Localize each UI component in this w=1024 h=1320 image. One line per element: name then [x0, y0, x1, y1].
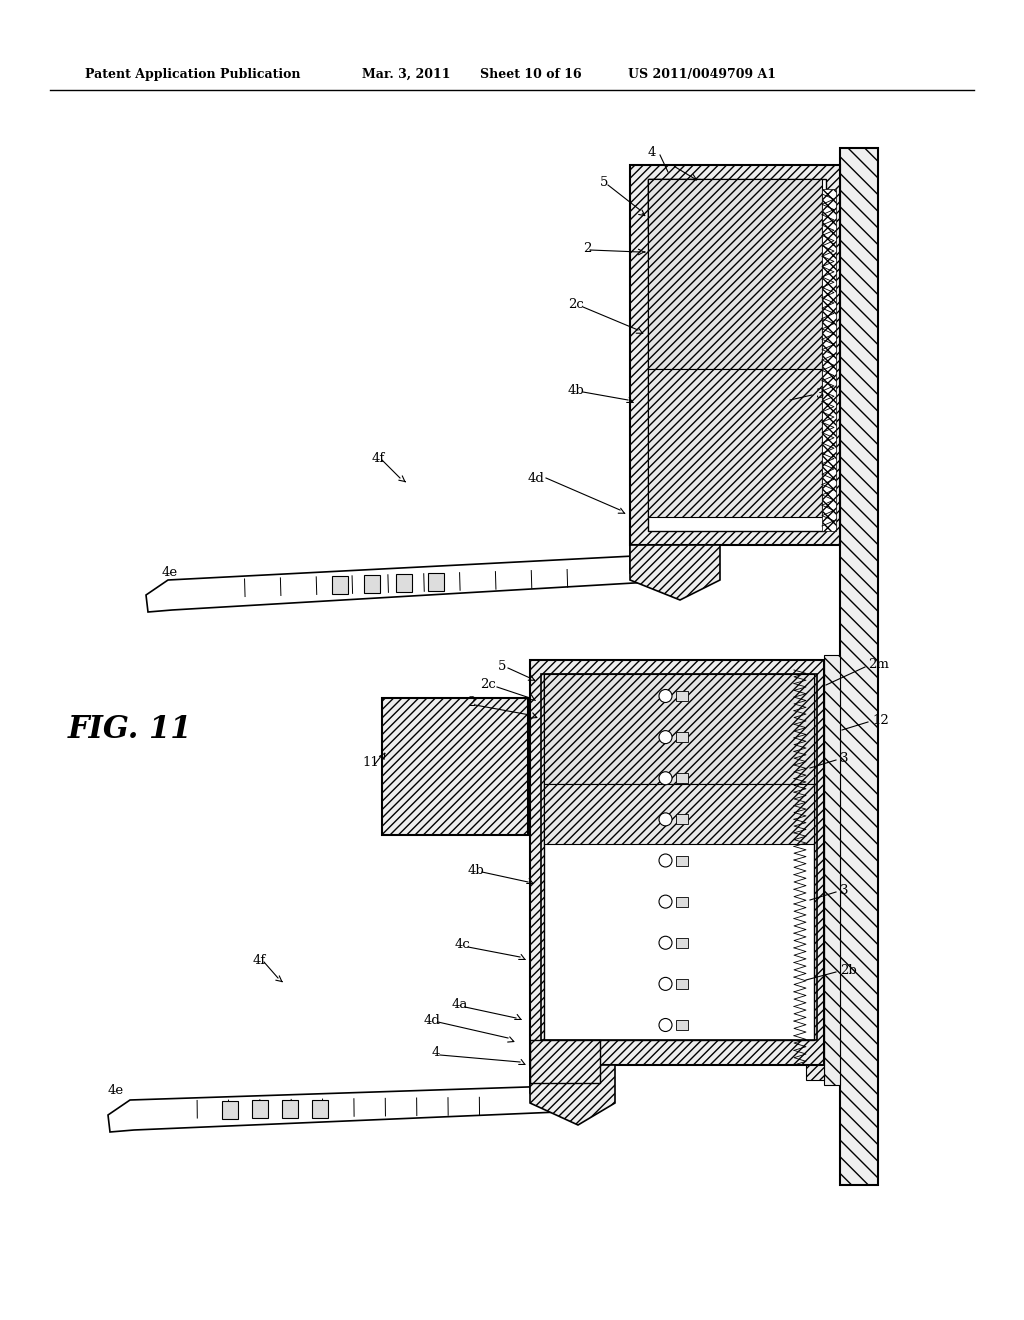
Text: 4f: 4f	[372, 451, 385, 465]
Bar	[530, 660, 824, 1065]
Text: 4d: 4d	[528, 471, 545, 484]
Text: 2c: 2c	[568, 298, 584, 312]
Text: Mar. 3, 2011: Mar. 3, 2011	[362, 69, 451, 81]
Bar	[382, 698, 528, 836]
Polygon shape	[146, 545, 692, 612]
Text: 2c: 2c	[480, 678, 496, 692]
Bar	[541, 675, 817, 1040]
Bar	[222, 1101, 238, 1119]
Bar	[544, 675, 592, 715]
Bar	[252, 1101, 268, 1118]
Text: 4c: 4c	[455, 939, 471, 952]
Text: 4f: 4f	[253, 953, 266, 966]
Bar	[648, 370, 822, 517]
Text: Sheet 10 of 16: Sheet 10 of 16	[480, 69, 582, 81]
Bar	[544, 784, 814, 843]
Bar	[544, 675, 814, 784]
Circle shape	[659, 895, 672, 908]
Text: 4e: 4e	[162, 565, 178, 578]
Bar	[282, 1100, 298, 1118]
Text: 4b: 4b	[468, 863, 484, 876]
Bar	[840, 148, 878, 1185]
Bar	[676, 733, 687, 742]
Bar	[676, 774, 687, 783]
Bar	[648, 180, 826, 531]
Text: 4d: 4d	[424, 1014, 441, 1027]
Text: 2b: 2b	[840, 964, 857, 977]
Bar	[676, 855, 687, 866]
Polygon shape	[108, 1065, 588, 1133]
Circle shape	[659, 1019, 672, 1031]
Text: 2: 2	[583, 242, 592, 255]
Text: 4e: 4e	[108, 1084, 124, 1097]
Text: Patent Application Publication: Patent Application Publication	[85, 69, 300, 81]
Bar	[530, 1040, 600, 1082]
Text: 4: 4	[648, 145, 656, 158]
Circle shape	[659, 854, 672, 867]
Bar	[806, 660, 824, 1080]
Bar	[630, 165, 840, 545]
Bar	[312, 1100, 328, 1118]
Bar	[544, 675, 814, 1040]
Text: 2: 2	[467, 697, 475, 710]
Circle shape	[659, 977, 672, 990]
Circle shape	[659, 772, 672, 785]
Text: US 2011/0049709 A1: US 2011/0049709 A1	[628, 69, 776, 81]
Text: 4b: 4b	[568, 384, 585, 396]
Polygon shape	[530, 1065, 615, 1125]
Bar	[396, 574, 412, 591]
Bar	[676, 1020, 687, 1030]
Circle shape	[659, 689, 672, 702]
Bar	[332, 577, 348, 594]
Text: 5: 5	[600, 176, 608, 189]
Bar	[648, 180, 822, 370]
Bar	[676, 896, 687, 907]
Bar	[676, 690, 687, 701]
Bar	[648, 180, 700, 231]
Text: 11: 11	[362, 755, 379, 768]
Polygon shape	[630, 545, 720, 601]
Text: 3: 3	[816, 388, 824, 401]
Circle shape	[659, 731, 672, 743]
Circle shape	[659, 813, 672, 826]
Text: FIG. 11: FIG. 11	[68, 714, 193, 746]
Text: 5: 5	[498, 660, 507, 672]
Text: 4a: 4a	[452, 998, 468, 1011]
Bar	[824, 655, 840, 1085]
Bar	[428, 573, 444, 591]
Bar	[676, 937, 687, 948]
Text: 12: 12	[872, 714, 889, 726]
Text: 3: 3	[840, 883, 849, 896]
Circle shape	[659, 936, 672, 949]
Bar	[676, 814, 687, 825]
Text: 2m: 2m	[868, 659, 889, 672]
Bar	[822, 189, 836, 531]
Bar	[364, 576, 380, 593]
Bar	[676, 979, 687, 989]
Text: 4: 4	[432, 1047, 440, 1060]
Text: 3: 3	[840, 751, 849, 764]
